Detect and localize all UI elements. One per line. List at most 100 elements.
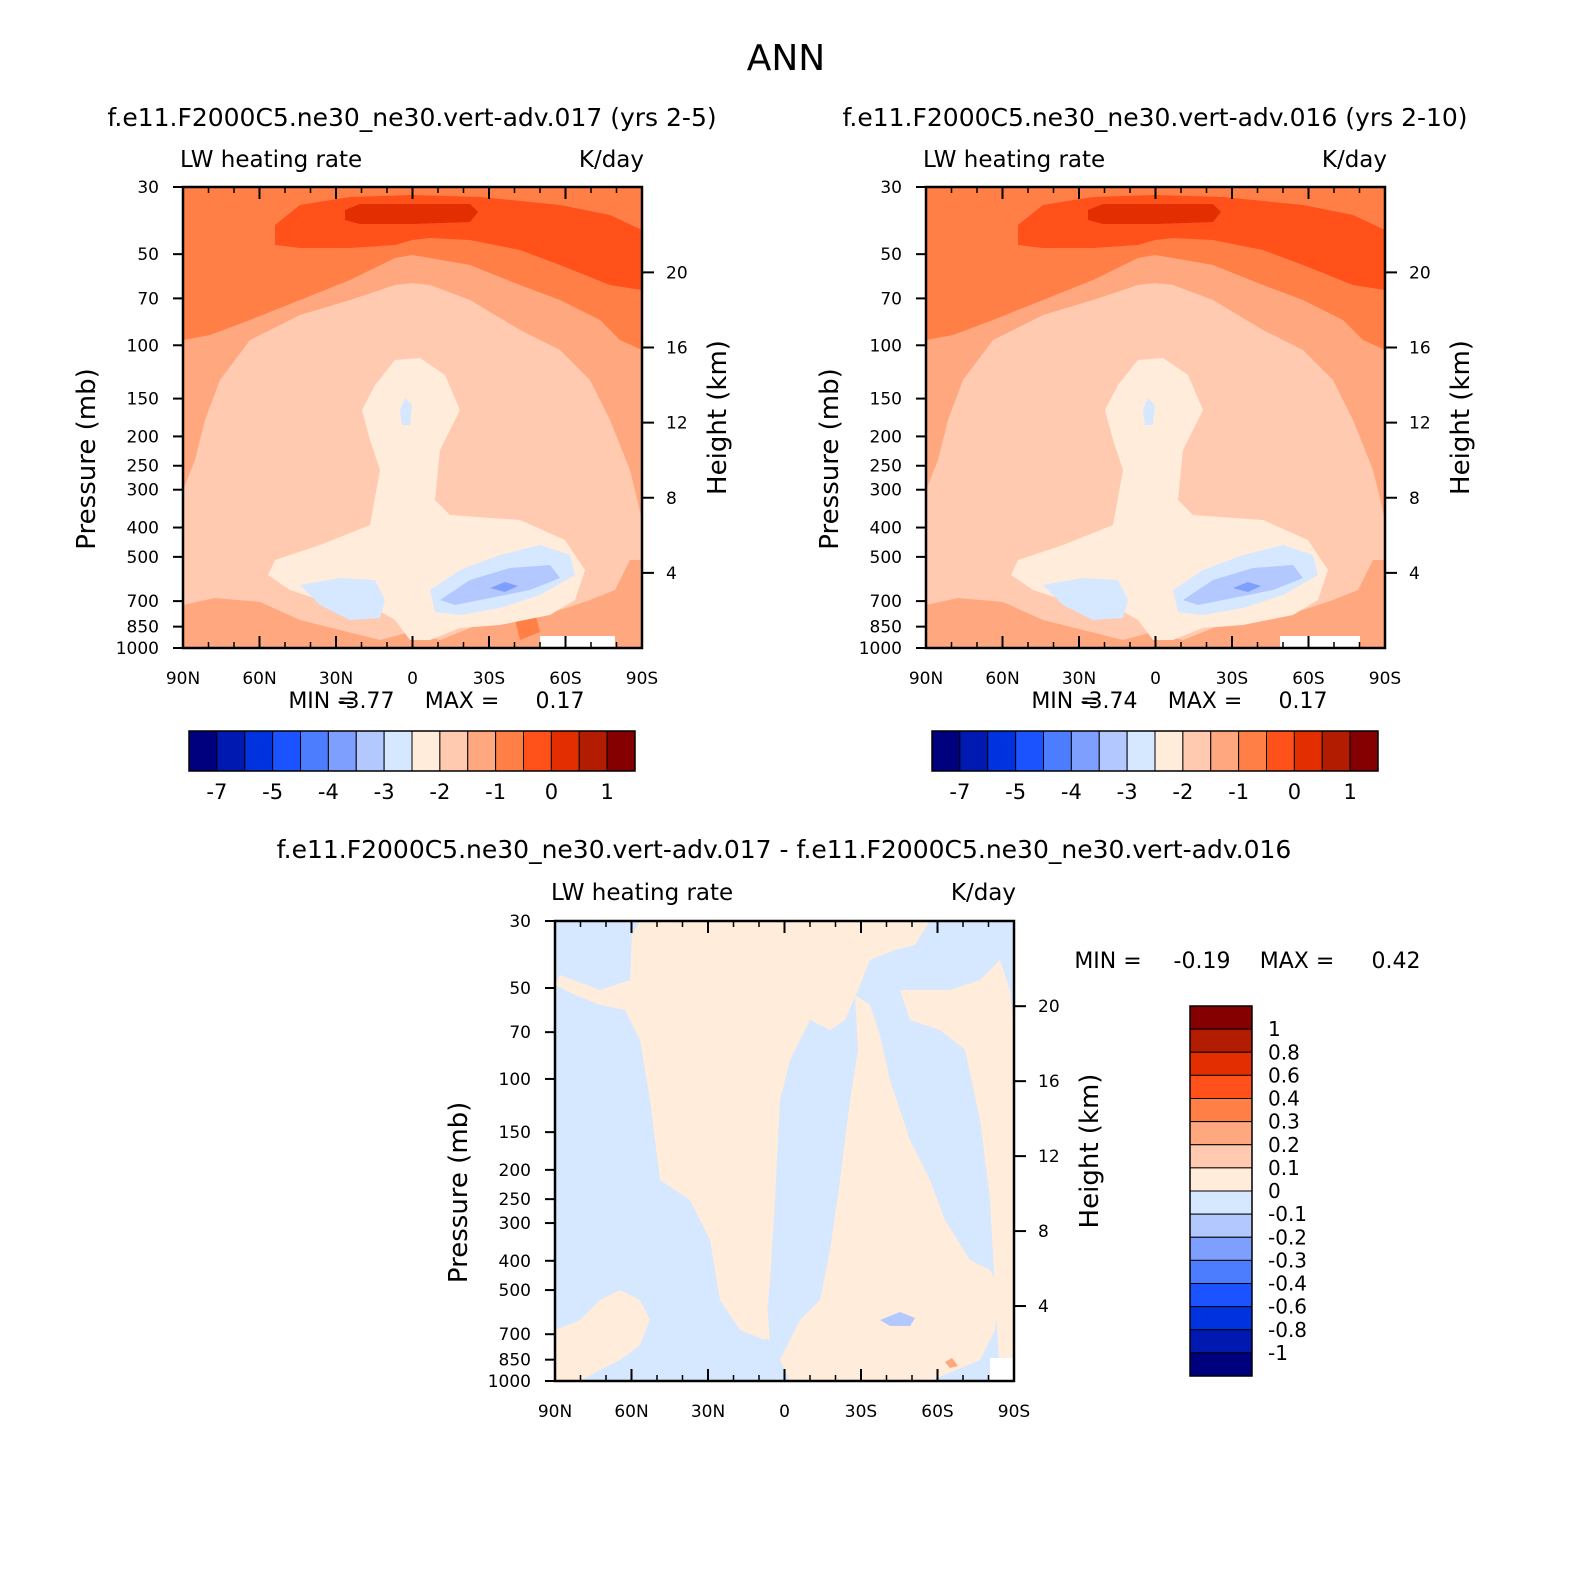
colorbar-label: -7 [206, 780, 227, 804]
colorbar-label: 0.2 [1268, 1133, 1300, 1157]
colorbar-box [1189, 1329, 1253, 1354]
y-tick-label: 700 [127, 592, 159, 612]
panel-2-max-label: MAX = [1168, 689, 1243, 714]
colorbar-box [1189, 1167, 1253, 1192]
y-right-tick-label: 4 [666, 564, 677, 584]
y-right-tick-label: 8 [1409, 489, 1420, 509]
colorbar-box [1154, 730, 1184, 772]
colorbar-label: -2 [1172, 780, 1193, 804]
y-tick-label: 250 [127, 457, 159, 477]
y-right-tick-label: 8 [1038, 1222, 1049, 1242]
colorbar-box [1266, 730, 1295, 772]
y-tick-label: 150 [499, 1123, 531, 1143]
contour-fill-level-0.6 [1088, 204, 1221, 224]
figure-title: ANN [747, 38, 826, 79]
colorbar-label: -0.1 [1268, 1202, 1307, 1226]
colorbar-label: 0.6 [1268, 1063, 1300, 1087]
y-tick-label: 100 [870, 336, 902, 356]
contour-fill-level-0.3-spot [945, 1358, 958, 1368]
panel-3-max-value: 0.42 [1372, 949, 1421, 974]
y-right-tick-label: 16 [1409, 339, 1431, 359]
colorbar-label: -0.2 [1268, 1225, 1307, 1249]
y-tick-label: 1000 [116, 639, 159, 659]
x-tick-label: 60S [921, 1402, 953, 1422]
y-tick-label: 200 [127, 427, 159, 447]
panel-3-units: K/day [951, 880, 1016, 906]
colorbar-label: -0.3 [1268, 1248, 1307, 1272]
colorbar-box [300, 730, 329, 772]
contour-fill-small-minimum [400, 398, 412, 425]
y-axis-label: Pressure (mb) [72, 368, 102, 549]
colorbar-box [1189, 1098, 1253, 1123]
colorbar-box [188, 730, 218, 772]
x-tick-label: 60S [549, 669, 581, 689]
colorbar-box [1189, 1213, 1253, 1238]
colorbar-label: -3 [1117, 780, 1138, 804]
y-tick-label: 150 [870, 390, 902, 410]
panel-1-contour-field [183, 187, 642, 648]
colorbar-label: -0.8 [1268, 1318, 1307, 1342]
contour-fill-level-minus1-surface [926, 560, 1385, 648]
colorbar-label: 1 [600, 780, 613, 804]
colorbar-label: -0.6 [1268, 1295, 1307, 1319]
colorbar-label: -5 [1005, 780, 1026, 804]
colorbar-frame [188, 730, 636, 772]
panel-1-max-value: 0.17 [536, 689, 585, 714]
colorbar-label: 0.3 [1268, 1110, 1300, 1134]
colorbar-box [355, 730, 385, 772]
panel-1-field-label: LW heating rate [180, 147, 362, 173]
colorbar-label: 0 [1268, 1179, 1281, 1203]
y-tick-label: 700 [499, 1325, 531, 1345]
colorbar-label: -1 [485, 780, 506, 804]
colorbar-box [1189, 1144, 1253, 1169]
colorbar-box [1238, 730, 1267, 772]
y-tick-label: 300 [499, 1214, 531, 1234]
panel-1-colorbar: -7 -5 -4 -3 -2 -1 0 1 [188, 730, 636, 804]
y-tick-label: 1000 [488, 1372, 531, 1392]
panel-3-title: f.e11.F2000C5.ne30_ne30.vert-adv.017 - f… [277, 835, 1292, 864]
panel-2-title: f.e11.F2000C5.ne30_ne30.vert-adv.016 (yr… [842, 103, 1467, 132]
x-tick-label: 0 [407, 669, 418, 689]
contour-fill-level-minus0.1-pocket [600, 1090, 640, 1240]
panel-1: f.e11.F2000C5.ne30_ne30.vert-adv.017 (yr… [72, 103, 733, 804]
contour-fill-level-0.6 [345, 204, 478, 224]
colorbar-label: -5 [262, 780, 283, 804]
y-tick-label: 500 [499, 1281, 531, 1301]
y-tick-label: 150 [127, 390, 159, 410]
colorbar-box [931, 730, 961, 772]
x-tick-label: 30S [1216, 669, 1248, 689]
contour-fill-level-0-far-south [900, 960, 1014, 1381]
panel-3-colorbar: 10.80.60.40.30.20.10-0.1-0.2-0.3-0.4-0.6… [1189, 1005, 1307, 1377]
y-tick-label: 30 [880, 178, 902, 198]
contour-fill-level-0-south [780, 995, 1000, 1381]
y-right-tick-label: 4 [1409, 564, 1420, 584]
y-tick-label: 500 [127, 548, 159, 568]
colorbar-label: 0.1 [1268, 1156, 1300, 1180]
y-tick-label: 50 [137, 245, 159, 265]
y-tick-label: 50 [509, 979, 531, 999]
y-right-tick-label: 12 [1409, 414, 1431, 434]
colorbar-label: -4 [318, 780, 339, 804]
colorbar-box [272, 730, 301, 772]
y-tick-label: 850 [499, 1351, 531, 1371]
contour-fill-level-minus4-nh [1043, 578, 1128, 620]
y-tick-label: 300 [127, 481, 159, 501]
y-tick-label: 400 [127, 519, 159, 539]
missing-data-region [1280, 636, 1360, 648]
colorbar-box [495, 730, 524, 772]
contour-fill-level-0-surface-nh [555, 1290, 650, 1381]
y-tick-label: 200 [499, 1161, 531, 1181]
y-tick-label: 850 [870, 618, 902, 638]
y-tick-label: 250 [870, 457, 902, 477]
y-tick-label: 700 [870, 592, 902, 612]
contour-fill-level-0-upper [640, 921, 812, 960]
colorbar-label: 0.4 [1268, 1087, 1300, 1111]
y-tick-label: 100 [127, 336, 159, 356]
colorbar-box [1349, 730, 1379, 772]
colorbar-box [1189, 1121, 1253, 1146]
contour-fill-level-minus0.2 [880, 1312, 915, 1326]
colorbar-box [523, 730, 552, 772]
colorbar-box [578, 730, 608, 772]
panel-2: f.e11.F2000C5.ne30_ne30.vert-adv.016 (yr… [815, 103, 1476, 804]
x-tick-label: 90S [626, 669, 658, 689]
